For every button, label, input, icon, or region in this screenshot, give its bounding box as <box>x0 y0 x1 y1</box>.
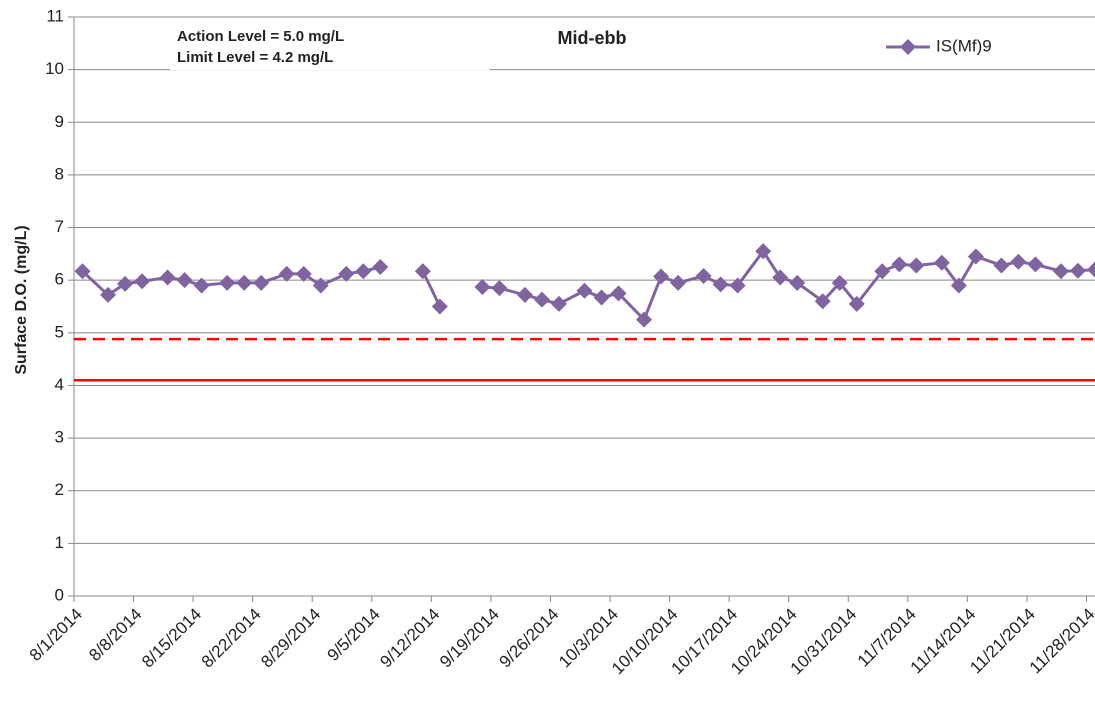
y-tick-label: 5 <box>55 322 64 341</box>
y-tick-label: 7 <box>55 217 64 236</box>
data-point <box>908 257 925 274</box>
data-point <box>219 274 236 291</box>
data-point <box>695 267 712 284</box>
data-point <box>848 295 865 312</box>
y-tick-label: 2 <box>55 480 64 499</box>
x-tick-label: 9/26/2014 <box>496 605 563 672</box>
data-point <box>414 263 431 280</box>
data-point <box>789 274 806 291</box>
data-point <box>576 282 593 299</box>
y-tick-label: 9 <box>55 112 64 131</box>
y-tick-label: 1 <box>55 533 64 552</box>
x-tick-label: 9/5/2014 <box>324 605 384 665</box>
data-point <box>295 265 312 282</box>
data-point <box>193 277 210 294</box>
data-point <box>891 256 908 273</box>
data-point <box>1027 256 1044 273</box>
data-point <box>1010 253 1027 270</box>
data-point <box>372 259 389 276</box>
y-tick-label: 3 <box>55 428 64 447</box>
data-point <box>431 298 448 315</box>
data-point <box>134 273 151 290</box>
data-point <box>74 263 91 280</box>
legend-marker <box>900 39 916 55</box>
x-tick-label: 8/1/2014 <box>26 605 86 665</box>
data-point <box>670 274 687 291</box>
data-point <box>874 263 891 280</box>
data-point <box>236 274 253 291</box>
data-point <box>814 293 831 310</box>
data-point <box>993 257 1010 274</box>
data-point <box>755 243 772 260</box>
data-point <box>533 291 550 308</box>
data-point <box>1052 263 1069 280</box>
data-point <box>1069 262 1086 279</box>
data-point <box>950 277 967 294</box>
data-point <box>100 286 117 303</box>
data-point <box>117 275 134 292</box>
data-point <box>338 265 355 282</box>
data-point <box>1087 261 1095 278</box>
y-tick-label: 4 <box>55 375 64 394</box>
annotation: Limit Level = 4.2 mg/L <box>177 49 333 66</box>
x-tick-label: 9/12/2014 <box>376 605 443 672</box>
data-point <box>278 265 295 282</box>
x-tick-label: 8/15/2014 <box>138 605 205 672</box>
data-point <box>491 280 508 297</box>
x-tick-label: 8/22/2014 <box>198 605 265 672</box>
data-point <box>772 269 789 286</box>
x-tick-label: 8/29/2014 <box>257 605 324 672</box>
y-tick-label: 0 <box>55 585 64 604</box>
legend-label: IS(Mf)9 <box>936 36 992 55</box>
x-tick-label: 9/19/2014 <box>436 605 503 672</box>
data-point <box>474 279 491 296</box>
y-tick-label: 10 <box>45 59 64 78</box>
data-point <box>516 286 533 303</box>
annotation: Action Level = 5.0 mg/L <box>177 28 344 45</box>
data-point <box>593 289 610 306</box>
y-axis-label: Surface D.O. (mg/L) <box>13 225 30 374</box>
y-tick-label: 6 <box>55 270 64 289</box>
data-point <box>355 263 372 280</box>
chart-title: Mid-ebb <box>558 28 627 48</box>
data-point <box>312 277 329 294</box>
data-point <box>967 248 984 265</box>
data-point <box>933 254 950 271</box>
data-point <box>550 295 567 312</box>
x-tick-label: 8/8/2014 <box>85 605 145 665</box>
y-tick-label: 11 <box>46 6 64 25</box>
data-point <box>636 311 653 328</box>
data-point <box>253 274 270 291</box>
data-point <box>831 274 848 291</box>
data-point <box>610 285 627 302</box>
data-point <box>729 277 746 294</box>
data-point <box>653 268 670 285</box>
y-tick-label: 8 <box>55 164 64 183</box>
annotation-box <box>170 24 490 70</box>
data-point <box>159 269 176 286</box>
data-point <box>712 276 729 293</box>
data-point <box>176 272 193 289</box>
